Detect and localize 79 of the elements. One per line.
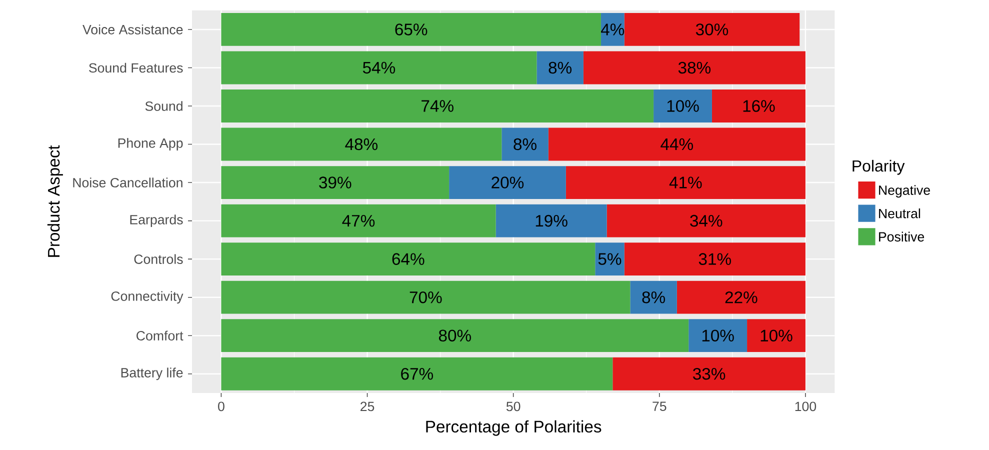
data-label: 22% [725, 291, 758, 304]
x-tick-label: 75 [652, 402, 666, 412]
y-tick-label: Comfort [136, 330, 184, 340]
y-tick-label: Sound Features [89, 62, 183, 73]
bar [747, 319, 806, 352]
bar [548, 128, 806, 161]
data-label: 16% [743, 100, 775, 112]
x-tick-label: 50 [506, 402, 520, 412]
bar [221, 90, 654, 122]
x-tick-label: 25 [360, 402, 374, 412]
x-tick-label: 100 [795, 402, 816, 412]
data-label: 31% [698, 253, 731, 265]
y-tick-label: Battery life [121, 368, 183, 380]
data-label: 10% [667, 100, 699, 112]
bar [221, 51, 537, 84]
legend-label: Neutral [879, 208, 920, 218]
bar [221, 280, 630, 314]
data-label: 44% [660, 138, 693, 150]
bar [566, 166, 806, 199]
data-label: 64% [392, 253, 424, 265]
bar [221, 319, 689, 352]
data-label: 33% [693, 368, 726, 380]
y-tick-label: Connectivity [111, 291, 184, 304]
data-label: 30% [696, 24, 728, 36]
bar [221, 242, 596, 276]
x-tick-label: 0 [218, 402, 224, 412]
bar [676, 280, 806, 314]
data-label: 74% [422, 100, 454, 112]
data-label: 8% [548, 62, 572, 74]
bar [221, 166, 450, 199]
y-axis-title: Product Aspect [47, 145, 63, 257]
bar [502, 128, 548, 161]
data-label: 5% [598, 253, 622, 265]
data-label: 8% [642, 291, 665, 304]
bar [583, 51, 806, 84]
bar [606, 204, 806, 238]
y-tick-label: Noise Cancellation [73, 178, 182, 188]
data-label: 41% [669, 176, 702, 188]
data-label: 70% [410, 291, 442, 304]
data-label: 8% [514, 138, 536, 150]
bar [221, 128, 502, 161]
bar [221, 357, 613, 390]
bar [536, 51, 584, 84]
data-label: 80% [438, 330, 471, 342]
data-label: 10% [760, 330, 792, 342]
y-tick-label: Sound [145, 101, 182, 111]
bar [624, 242, 806, 276]
x-axis-title: Percentage of Polarities [426, 420, 602, 436]
bar [612, 357, 806, 390]
bar [712, 90, 806, 122]
bar [600, 13, 624, 46]
data-label: 39% [319, 176, 352, 188]
y-tick-label: Phone App [118, 138, 183, 150]
data-label: 65% [395, 24, 428, 36]
legend-label: Negative [879, 185, 930, 198]
bar [688, 319, 748, 352]
bar [496, 204, 607, 238]
bar [221, 204, 496, 238]
y-tick-label: Earpards [130, 214, 183, 228]
data-label: 48% [345, 138, 378, 150]
data-label: 54% [362, 62, 396, 74]
y-tick-label: Voice Assistance [82, 24, 183, 34]
bar [595, 242, 624, 276]
bar [624, 13, 800, 46]
data-label: 20% [492, 176, 524, 188]
data-label: 47% [342, 214, 375, 227]
bar [654, 90, 712, 122]
bar [221, 13, 601, 46]
data-label: 4% [600, 24, 624, 36]
bar [630, 280, 677, 314]
y-tick-label: Controls [134, 254, 183, 264]
data-label: 19% [536, 214, 568, 227]
data-label: 67% [401, 368, 434, 380]
legend-label: Positive [879, 232, 924, 242]
data-label: 38% [678, 62, 711, 74]
bar [449, 166, 566, 199]
legend-title: Polarity [852, 160, 905, 175]
data-label: 34% [690, 214, 722, 227]
data-label: 10% [702, 330, 734, 342]
